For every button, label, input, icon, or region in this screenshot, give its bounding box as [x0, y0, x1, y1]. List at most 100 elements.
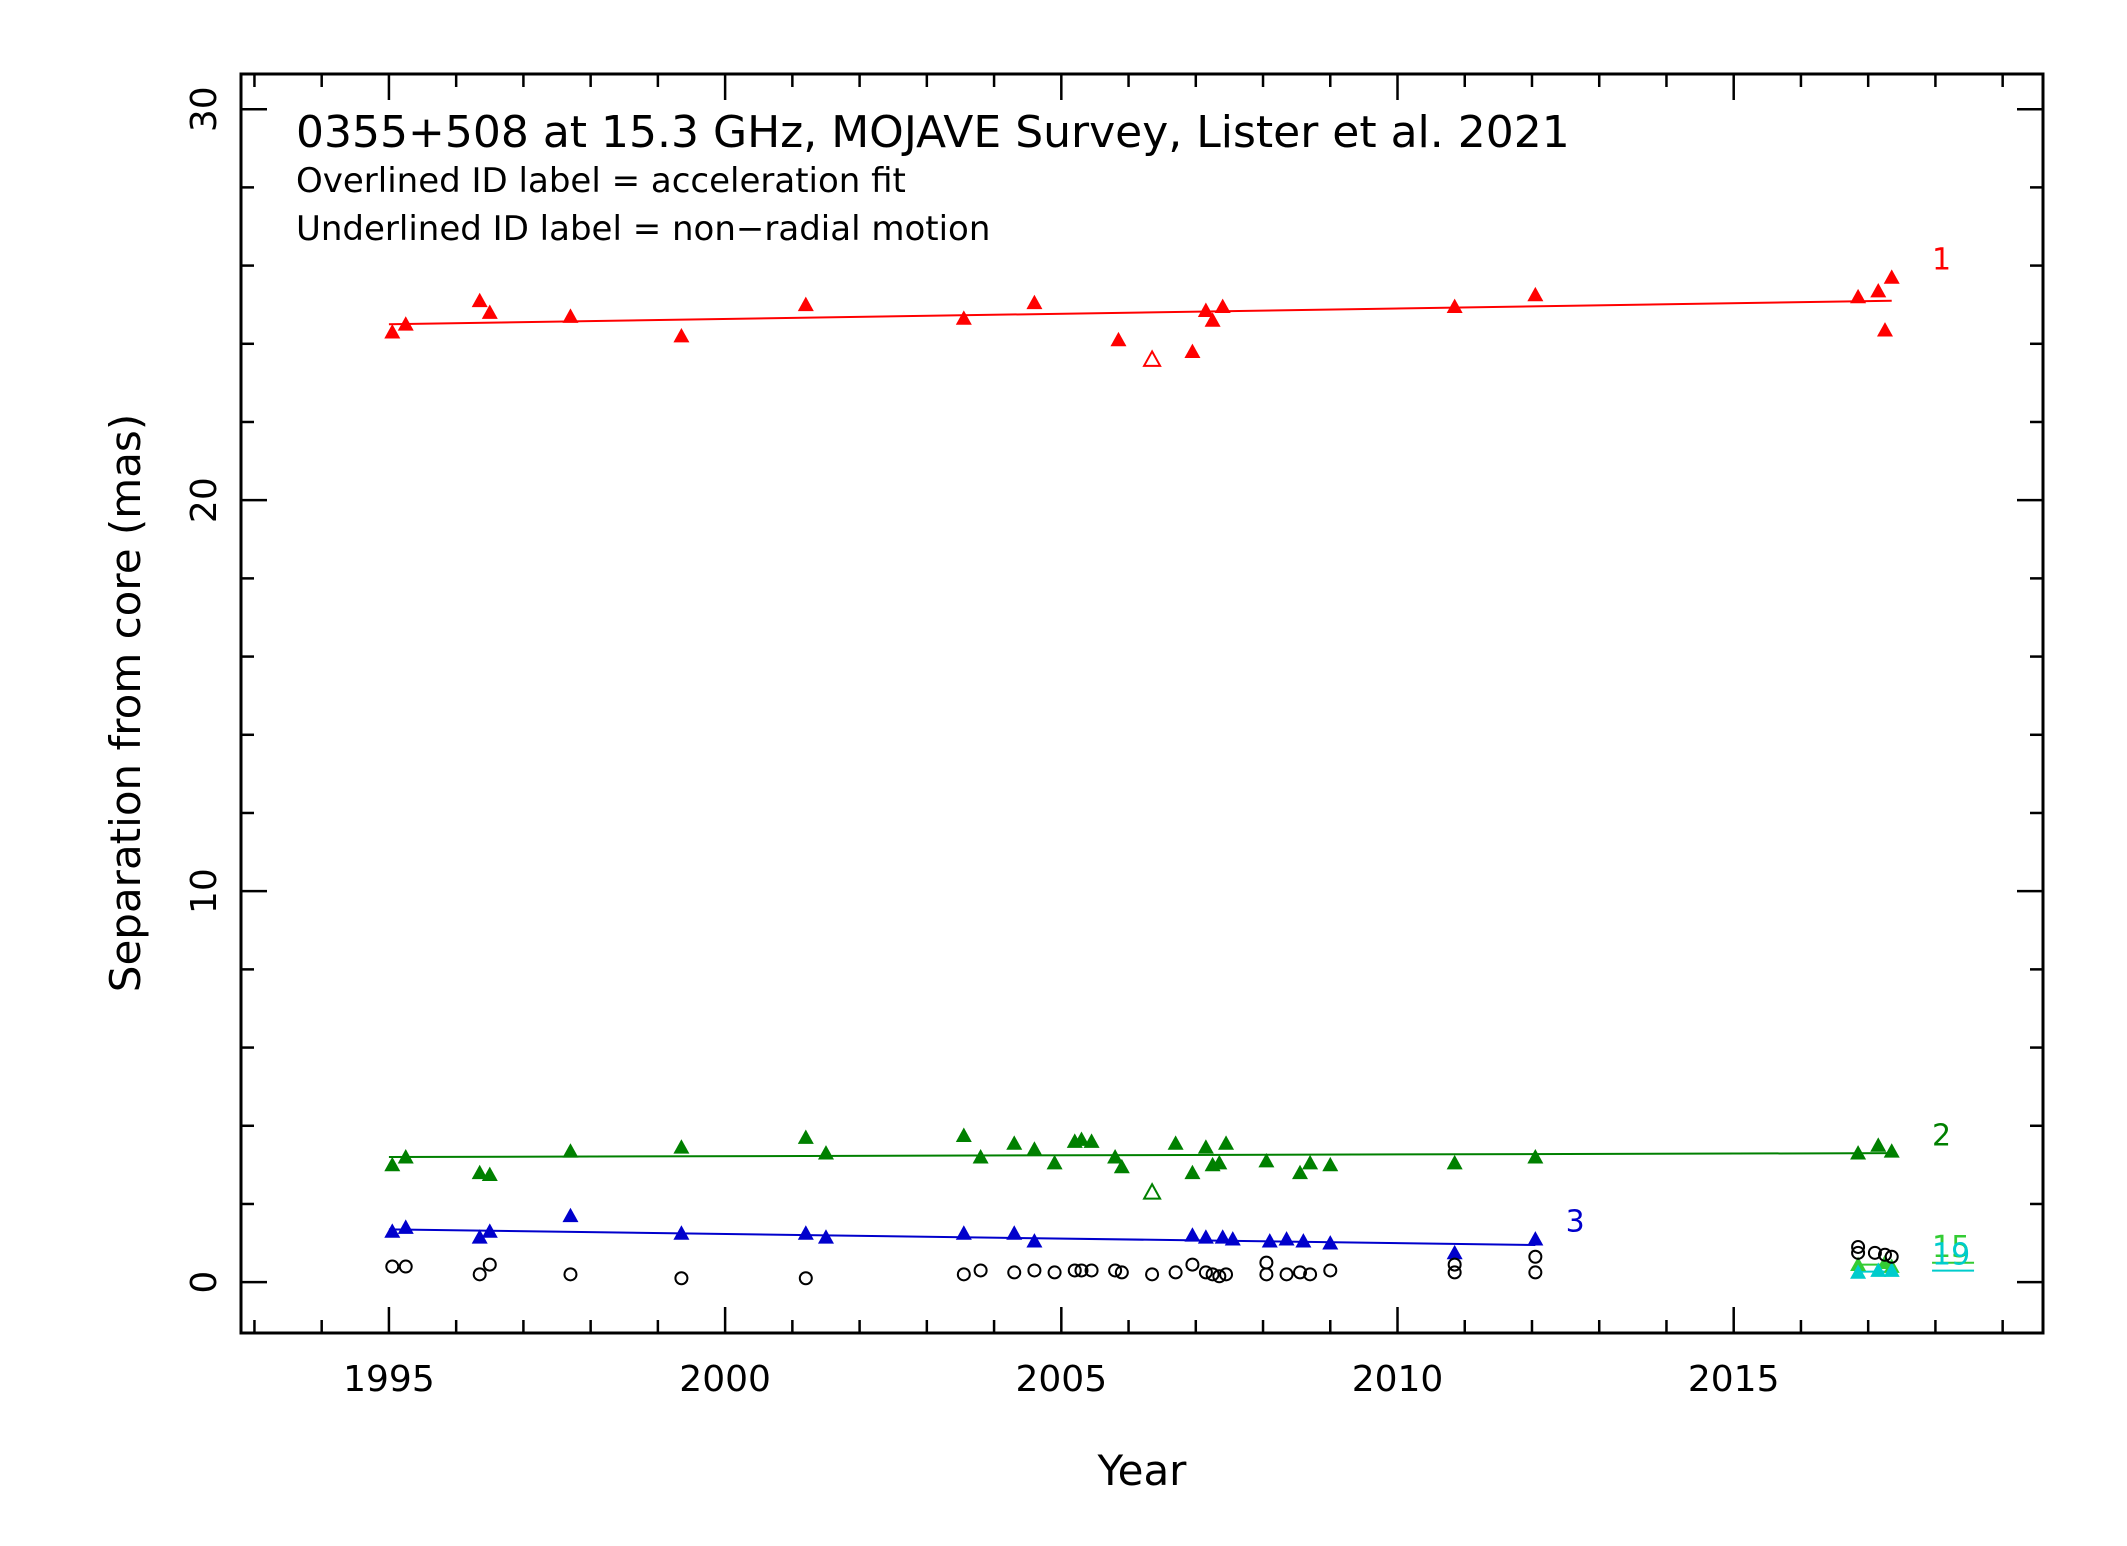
- x-tick-label: 2010: [1352, 1359, 1444, 1400]
- plot-frame: [239, 72, 2045, 1335]
- data-point: [1083, 1133, 1100, 1148]
- data-point: [385, 1259, 400, 1274]
- data-point: [1168, 1265, 1183, 1280]
- data-point: [1204, 312, 1221, 327]
- data-point: [1295, 1233, 1312, 1248]
- data-point: [1303, 1267, 1318, 1282]
- data-point: [1006, 1135, 1023, 1150]
- y-tick-label: 30: [184, 86, 225, 132]
- data-point: [1184, 1227, 1201, 1242]
- data-point: [481, 1166, 498, 1182]
- data-marks: [384, 269, 1900, 1286]
- data-point: [1026, 1233, 1043, 1248]
- data-point: [1867, 1245, 1882, 1260]
- x-axis-label: Year: [1097, 1446, 1188, 1495]
- data-point: [384, 1156, 401, 1172]
- y-axis-label: Separation from core (mas): [101, 414, 150, 992]
- data-point: [481, 304, 498, 319]
- x-tick-label: 2015: [1688, 1359, 1780, 1400]
- data-point: [955, 310, 972, 325]
- y-tick-label: 10: [184, 868, 225, 914]
- data-point: [1224, 1231, 1241, 1246]
- data-point: [562, 308, 579, 323]
- open-data-point: [1142, 1182, 1162, 1200]
- data-point: [797, 296, 814, 312]
- data-point: [1110, 331, 1127, 347]
- data-point: [1870, 1137, 1887, 1152]
- data-point: [398, 1259, 413, 1274]
- data-point: [797, 1225, 814, 1240]
- data-point: [1145, 1267, 1160, 1282]
- data-point: [1214, 1229, 1231, 1244]
- data-point: [1278, 1231, 1295, 1246]
- y-tick-label: 20: [184, 477, 225, 523]
- data-point: [482, 1257, 497, 1272]
- data-point: [397, 316, 414, 331]
- data-point: [472, 1267, 487, 1282]
- data-point: [1883, 269, 1900, 284]
- data-point: [1261, 1233, 1278, 1248]
- data-point: [1446, 298, 1463, 314]
- data-point: [1883, 1143, 1900, 1158]
- data-point: [1850, 1145, 1867, 1160]
- data-point: [1027, 1263, 1042, 1278]
- data-point: [1884, 1249, 1899, 1264]
- data-point: [1184, 1164, 1201, 1180]
- data-point: [384, 324, 401, 339]
- data-point: [955, 1225, 972, 1240]
- data-point: [1292, 1164, 1309, 1180]
- data-point: [1211, 1154, 1228, 1170]
- data-point: [1850, 1264, 1867, 1279]
- data-point: [1883, 1262, 1900, 1277]
- data-point: [817, 1229, 834, 1244]
- data-point: [562, 1143, 579, 1158]
- data-point: [1322, 1156, 1339, 1172]
- data-point: [1323, 1263, 1338, 1278]
- series-label: 3: [1566, 1204, 1585, 1239]
- subtitle-line-2: Underlined ID label = non−radial motion: [296, 209, 990, 249]
- data-point: [1870, 1262, 1887, 1277]
- data-point: [1108, 1263, 1123, 1278]
- series-label: 15: [1932, 1230, 1970, 1265]
- x-tick-label: 1995: [343, 1359, 435, 1400]
- data-point: [562, 1207, 579, 1223]
- axes: 1995 2000 2005 2010 2015 0 10 20 30: [184, 74, 2043, 1400]
- series-label: 19: [1932, 1238, 1970, 1273]
- data-point: [674, 1271, 689, 1286]
- subtitle-line-1: Overlined ID label = acceleration fit: [296, 161, 906, 201]
- y-tick-label: 0: [184, 1271, 225, 1294]
- x-tick-label: 2000: [679, 1359, 771, 1400]
- data-point: [1447, 1265, 1462, 1280]
- data-point: [1302, 1154, 1319, 1170]
- data-point: [1851, 1239, 1866, 1254]
- data-point: [1446, 1154, 1463, 1170]
- data-point: [1322, 1235, 1339, 1250]
- data-point: [1279, 1267, 1294, 1282]
- data-point: [956, 1267, 971, 1282]
- data-point: [1074, 1263, 1089, 1278]
- data-point: [1114, 1265, 1129, 1280]
- data-point: [1527, 1231, 1544, 1246]
- data-point: [1198, 1265, 1213, 1280]
- data-point: [1197, 1139, 1214, 1154]
- data-point: [481, 1223, 498, 1238]
- data-point: [1205, 1267, 1220, 1282]
- data-point: [673, 1139, 690, 1154]
- data-point: [1219, 1267, 1234, 1282]
- data-point: [1527, 286, 1544, 302]
- data-point: [384, 1223, 401, 1238]
- data-point: [1876, 322, 1893, 337]
- data-point: [673, 1225, 690, 1240]
- data-point: [1527, 1149, 1544, 1164]
- data-point: [1006, 1225, 1023, 1240]
- data-point: [1447, 1257, 1462, 1272]
- data-point: [1870, 283, 1887, 298]
- data-point: [1218, 1135, 1235, 1150]
- data-point: [1113, 1158, 1130, 1174]
- data-point: [1007, 1265, 1022, 1280]
- data-point: [471, 1229, 488, 1244]
- data-point: [397, 1149, 414, 1164]
- data-point: [1026, 1141, 1043, 1156]
